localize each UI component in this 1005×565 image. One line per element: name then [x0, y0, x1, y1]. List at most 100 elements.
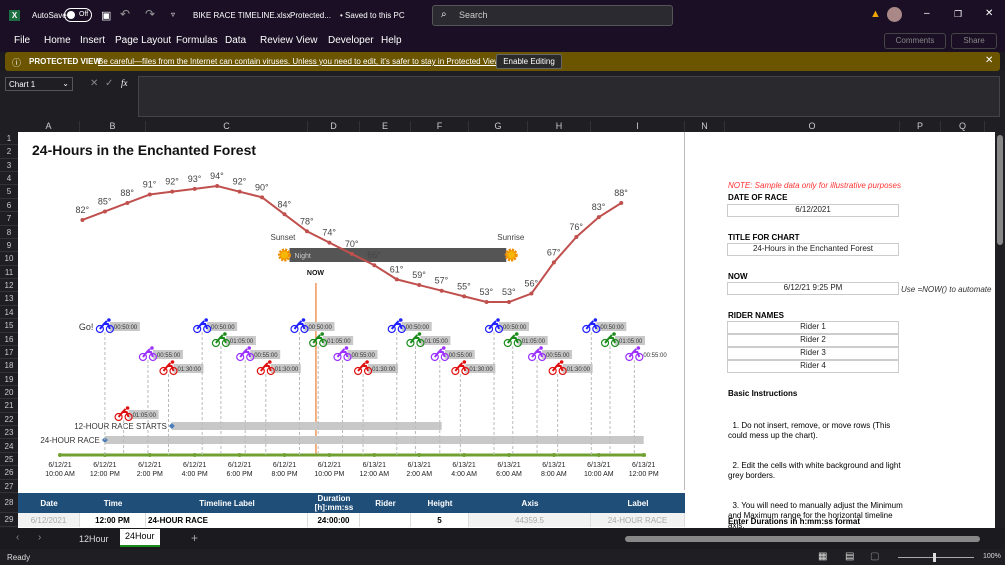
insert-function-icon[interactable]: fx [121, 78, 128, 88]
search-box[interactable]: ⌕ Search [432, 5, 673, 26]
column-header-N[interactable]: N [685, 121, 725, 132]
avatar[interactable] [887, 7, 902, 22]
page-layout-icon[interactable]: ▤ [845, 551, 855, 562]
column-header-G[interactable]: G [469, 121, 528, 132]
row-header-19[interactable]: 19 [0, 373, 18, 387]
row-header-29[interactable]: 29 [0, 513, 18, 527]
horizontal-scrollbar[interactable] [625, 536, 980, 542]
column-header-C[interactable]: C [146, 121, 308, 132]
row-header-26[interactable]: 26 [0, 466, 18, 480]
row-header-24[interactable]: 24 [0, 440, 18, 453]
column-header-A[interactable]: A [18, 121, 80, 132]
formula-input[interactable] [138, 76, 1000, 117]
customize-toolbar-icon[interactable]: ▿ [171, 10, 176, 19]
row-header-5[interactable]: 5 [0, 185, 18, 199]
share-button[interactable]: Share [951, 33, 997, 49]
saved-status[interactable]: • Saved to this PC [340, 11, 405, 20]
zoom-slider[interactable] [898, 553, 974, 562]
warning-icon[interactable]: ▲ [870, 8, 881, 20]
menu-file[interactable]: File [14, 35, 31, 46]
row-header-18[interactable]: 18 [0, 359, 18, 373]
row-header-1[interactable]: 1 [0, 132, 18, 146]
row-header-12[interactable]: 12 [0, 279, 18, 293]
chart-1[interactable]: 24-Hours in the Enchanted Forest Night Su… [18, 132, 685, 490]
next-sheet-icon[interactable]: › [38, 532, 42, 543]
cancel-icon[interactable]: ✕ [90, 78, 99, 89]
menu-data[interactable]: Data [225, 35, 247, 46]
column-header-P[interactable]: P [900, 121, 941, 132]
row-header-17[interactable]: 17 [0, 346, 18, 360]
enter-icon[interactable]: ✓ [105, 78, 114, 89]
table-cell-6[interactable]: 44359.5 [469, 513, 591, 527]
row-header-6[interactable]: 6 [0, 199, 18, 213]
column-header-F[interactable]: F [411, 121, 469, 132]
column-header-I[interactable]: I [591, 121, 685, 132]
page-break-icon[interactable]: ▢ [870, 551, 880, 562]
row-header-28[interactable]: 28 [0, 493, 18, 513]
row-header-13[interactable]: 13 [0, 292, 18, 306]
name-box[interactable]: Chart 1 ⌄ [5, 77, 73, 91]
row-header-23[interactable]: 23 [0, 426, 18, 440]
minimize-icon[interactable]: – [924, 8, 930, 19]
menu-help[interactable]: Help [381, 35, 402, 46]
column-header-E[interactable]: E [360, 121, 411, 132]
protected-view-message[interactable]: Be careful—files from the Internet can c… [98, 57, 502, 66]
rider-name-input[interactable]: Rider 3 [727, 347, 899, 360]
menu-developer[interactable]: Developer [328, 35, 374, 46]
row-header-25[interactable]: 25 [0, 453, 18, 467]
close-icon[interactable]: ✕ [985, 8, 994, 19]
menu-insert[interactable]: Insert [80, 35, 106, 46]
add-sheet-icon[interactable]: + [191, 531, 199, 545]
scrollbar-thumb[interactable] [997, 135, 1003, 245]
menu-view[interactable]: View [296, 35, 318, 46]
table-cell-0[interactable]: 6/12/2021 [18, 513, 80, 527]
row-header-20[interactable]: 20 [0, 386, 18, 400]
table-cell-5[interactable]: 5 [411, 513, 469, 527]
table-cell-2[interactable]: 24-HOUR RACE [146, 513, 308, 527]
table-cell-3[interactable]: 24:00:00 [308, 513, 360, 527]
column-header-D[interactable]: D [308, 121, 360, 132]
column-header-B[interactable]: B [80, 121, 146, 132]
close-protected-bar-icon[interactable]: ✕ [985, 55, 994, 66]
table-cell-4[interactable] [360, 513, 411, 527]
row-header-16[interactable]: 16 [0, 333, 18, 346]
row-header-4[interactable]: 4 [0, 172, 18, 186]
worksheet-grid[interactable]: 24-Hours in the Enchanted Forest Night Su… [18, 132, 995, 528]
sheet-tab-24Hour[interactable]: 24Hour [120, 529, 160, 547]
title-for-chart-input[interactable]: 24-Hours in the Enchanted Forest [727, 243, 899, 256]
date-of-race-input[interactable]: 6/12/2021 [727, 204, 899, 217]
menu-home[interactable]: Home [44, 35, 71, 46]
column-header-H[interactable]: H [528, 121, 591, 132]
row-header-9[interactable]: 9 [0, 239, 18, 253]
enable-editing-button[interactable]: Enable Editing [496, 54, 562, 69]
normal-view-icon[interactable]: ▦ [818, 551, 828, 562]
redo-icon[interactable]: ↷ [145, 7, 156, 21]
rider-name-input[interactable]: Rider 1 [727, 321, 899, 334]
autosave-toggle[interactable]: Off [64, 8, 92, 22]
undo-icon[interactable]: ↶ [120, 7, 131, 21]
column-header-O[interactable]: O [725, 121, 900, 132]
row-header-27[interactable]: 27 [0, 480, 18, 493]
rider-name-input[interactable]: Rider 2 [727, 334, 899, 347]
save-icon[interactable]: ▣ [101, 10, 112, 22]
row-header-21[interactable]: 21 [0, 399, 18, 413]
row-header-14[interactable]: 14 [0, 306, 18, 320]
column-header-Q[interactable]: Q [941, 121, 985, 132]
table-cell-1[interactable]: 12:00 PM [80, 513, 146, 527]
row-header-10[interactable]: 10 [0, 252, 18, 266]
row-header-7[interactable]: 7 [0, 212, 18, 226]
sheet-tab-12Hour[interactable]: 12Hour [79, 534, 109, 544]
menu-page-layout[interactable]: Page Layout [115, 35, 172, 46]
restore-icon[interactable]: ❐ [954, 9, 963, 19]
rider-name-input[interactable]: Rider 4 [727, 360, 899, 373]
row-header-2[interactable]: 2 [0, 145, 18, 159]
row-header-8[interactable]: 8 [0, 226, 18, 239]
vertical-scrollbar[interactable] [995, 121, 1005, 528]
row-header-22[interactable]: 22 [0, 413, 18, 427]
now-input[interactable]: 6/12/21 9:25 PM [727, 282, 899, 295]
zoom-level[interactable]: 100% [983, 553, 1001, 560]
prev-sheet-icon[interactable]: ‹ [16, 532, 20, 543]
table-cell-7[interactable]: 24-HOUR RACE [591, 513, 685, 527]
menu-formulas[interactable]: Formulas [176, 35, 218, 46]
row-header-3[interactable]: 3 [0, 159, 18, 173]
